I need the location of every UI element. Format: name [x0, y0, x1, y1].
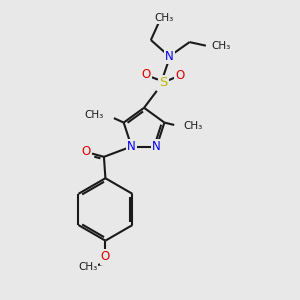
Text: CH₃: CH₃ — [154, 13, 173, 23]
Text: CH₃: CH₃ — [78, 262, 97, 272]
Text: CH₃: CH₃ — [85, 110, 104, 120]
Text: CH₃: CH₃ — [184, 121, 203, 130]
Text: O: O — [175, 70, 184, 83]
Text: O: O — [101, 250, 110, 263]
Text: S: S — [159, 76, 168, 89]
Text: O: O — [142, 68, 151, 81]
Text: N: N — [127, 140, 136, 153]
Text: N: N — [152, 140, 161, 153]
Text: N: N — [165, 50, 174, 63]
Text: CH₃: CH₃ — [212, 41, 231, 51]
Text: O: O — [81, 145, 90, 158]
